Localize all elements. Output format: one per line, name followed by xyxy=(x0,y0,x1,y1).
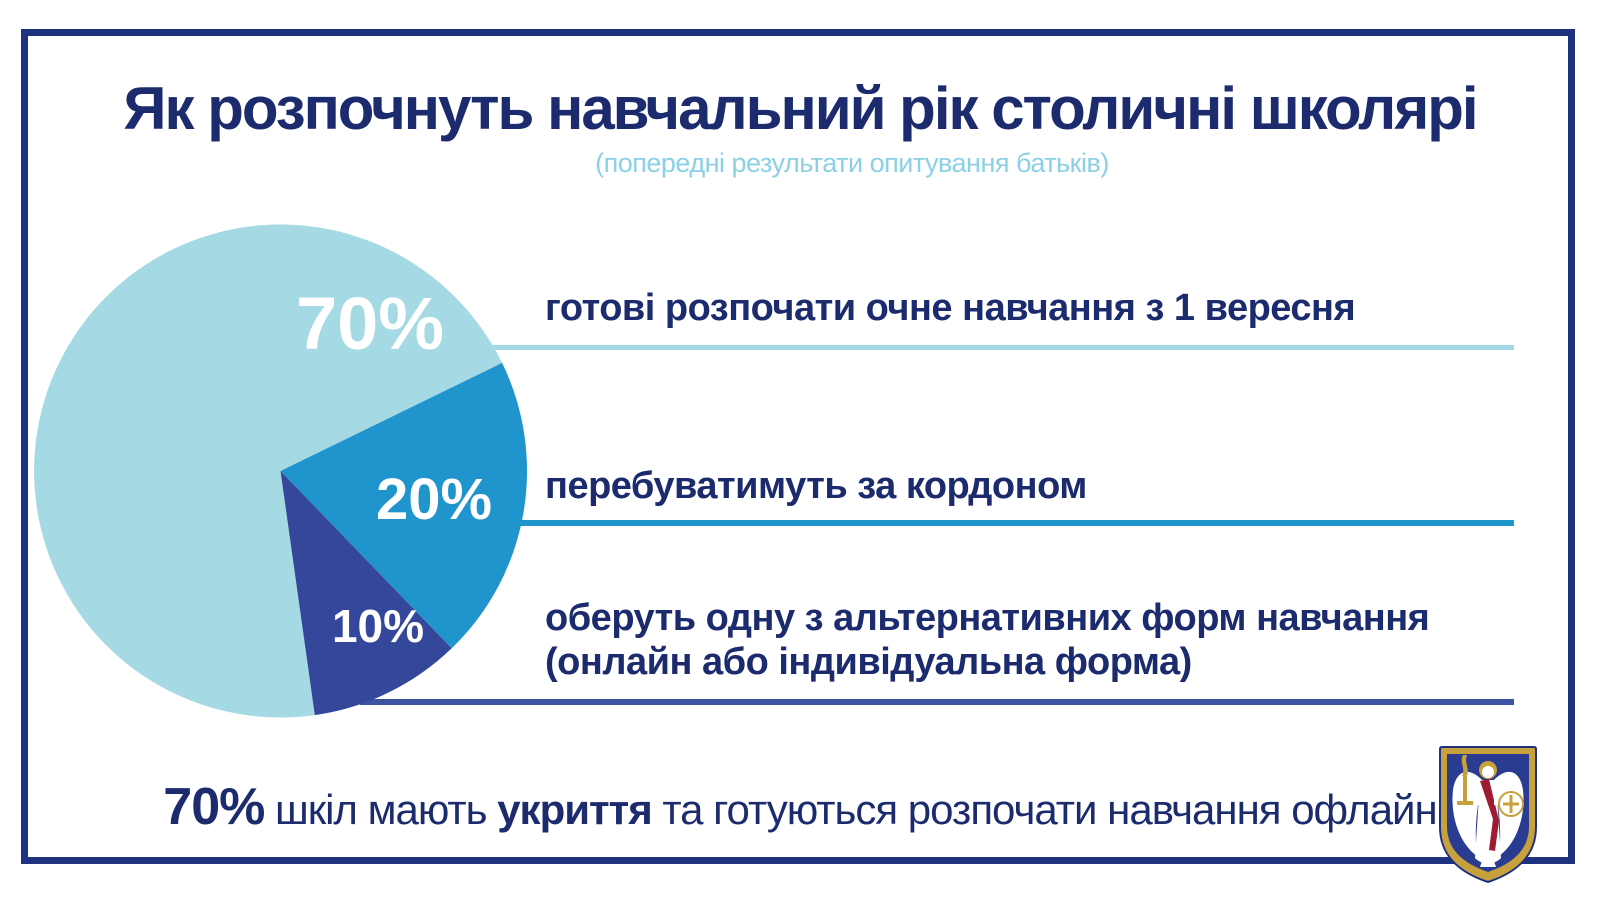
footer-shelter-bold: укриття xyxy=(497,786,652,833)
logo-angel-head xyxy=(1482,766,1494,778)
slice-caption-1: готові розпочати очне навчання з 1 верес… xyxy=(545,287,1356,329)
footer-note: 70% шкіл мають укриття та готуються розп… xyxy=(30,781,1570,833)
leader-line-2 xyxy=(490,520,1514,526)
logo-cross-horizontal xyxy=(1503,802,1519,806)
logo-angel-feet xyxy=(1480,861,1496,867)
footer-text-1: шкіл мають xyxy=(264,786,498,833)
pie-slice-70 xyxy=(34,224,503,718)
pie-slice-10 xyxy=(280,471,452,716)
footer-stat: 70% xyxy=(163,778,265,836)
logo-angel-cape xyxy=(1480,779,1499,851)
footer-text-2: та готуються розпочати навчання офлайн xyxy=(651,786,1437,833)
slice-caption-3: оберуть одну з альтернативних форм навча… xyxy=(545,597,1430,683)
leader-line-3 xyxy=(360,699,1514,705)
kyiv-coat-of-arms-logo xyxy=(1439,746,1537,884)
logo-angel-arm-left xyxy=(1465,800,1482,805)
slice-caption-2: перебуватимуть за кордоном xyxy=(545,465,1087,507)
logo-angel-wing-left xyxy=(1452,771,1483,856)
page-title: Як розпочнуть навчальний рік столичні шк… xyxy=(123,75,1478,142)
logo-sword-flame xyxy=(1461,755,1468,776)
pie-label-70: 70% xyxy=(296,282,444,365)
pie-label-10: 10% xyxy=(332,600,424,652)
logo-sword-blade xyxy=(1463,776,1467,802)
page-subtitle: (попередні результати опитування батьків… xyxy=(595,148,1109,178)
logo-sword-guard xyxy=(1457,801,1473,805)
pie-label-20: 20% xyxy=(376,467,492,532)
pie-slice-20 xyxy=(280,362,528,649)
frame-border xyxy=(21,29,1575,864)
leader-line-1 xyxy=(470,345,1514,350)
